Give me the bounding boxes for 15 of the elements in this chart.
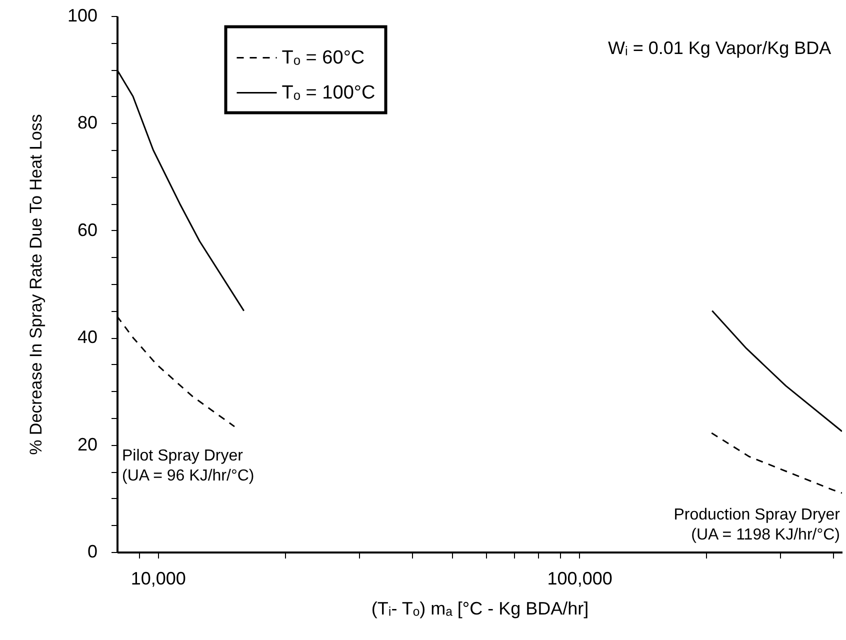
y-tick-label: 60	[77, 220, 98, 240]
y-tick-label: 80	[77, 112, 98, 133]
annotation: Production Spray Dryer (UA = 1198 KJ/hr/°C)	[674, 506, 841, 544]
y-axis-title: % Decrease In Spray Rate Due To Heat Loss	[26, 114, 46, 455]
x-tick-label: 100,000	[547, 568, 612, 588]
legend-label: Tₒ = 100°C	[282, 82, 376, 104]
legend-label: Tₒ = 60°C	[282, 48, 365, 69]
x-tick-label: 10,000	[130, 568, 186, 588]
x-axis-title: (Tᵢ- Tₒ) mₐ [°C - Kg BDA/hr]	[371, 598, 589, 618]
y-tick-label: 0	[87, 542, 98, 562]
y-tick-label: 20	[77, 434, 98, 454]
y-tick-label: 40	[77, 327, 98, 348]
annotation: Wᵢ = 0.01 Kg Vapor/Kg BDA	[608, 38, 832, 58]
y-tick-label: 100	[67, 6, 98, 26]
annotation: Pilot Spray Dryer (UA = 96 KJ/hr/°C)	[122, 447, 254, 484]
